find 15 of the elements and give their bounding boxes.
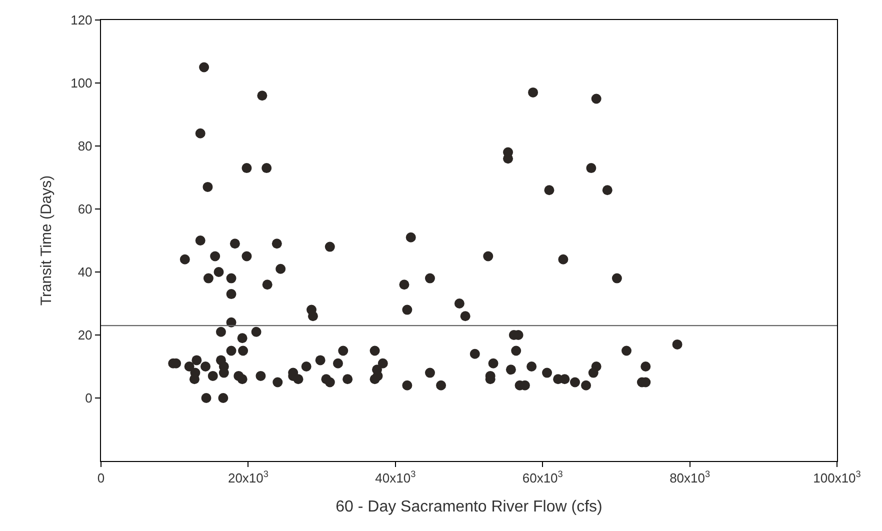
- y-tick-label: 20: [78, 328, 92, 343]
- x-tick-label: 40x10$^{3}$: [375, 469, 416, 486]
- y-tick-label: 0: [85, 390, 92, 406]
- y-axis-title: Transit Time (Days): [38, 175, 55, 306]
- x-tick-label: 80x10$^{3}$: [670, 469, 710, 486]
- y-tick-label: 100: [70, 76, 92, 91]
- y-tick-label: 120: [70, 12, 92, 28]
- x-tick-label: 0: [97, 470, 105, 486]
- y-tick-label: 40: [78, 264, 92, 280]
- y-tick-label: 80: [78, 138, 92, 154]
- x-tick-label: 60x10$^{3}$: [522, 469, 563, 486]
- x-tick-label: 20x10$^{3}$: [228, 469, 268, 486]
- x-tick-label: 100x10$^{3}$: [813, 469, 861, 486]
- y-tick-label: 60: [78, 202, 92, 217]
- x-axis-title: 60 - Day Sacramento River Flow (cfs): [336, 498, 602, 516]
